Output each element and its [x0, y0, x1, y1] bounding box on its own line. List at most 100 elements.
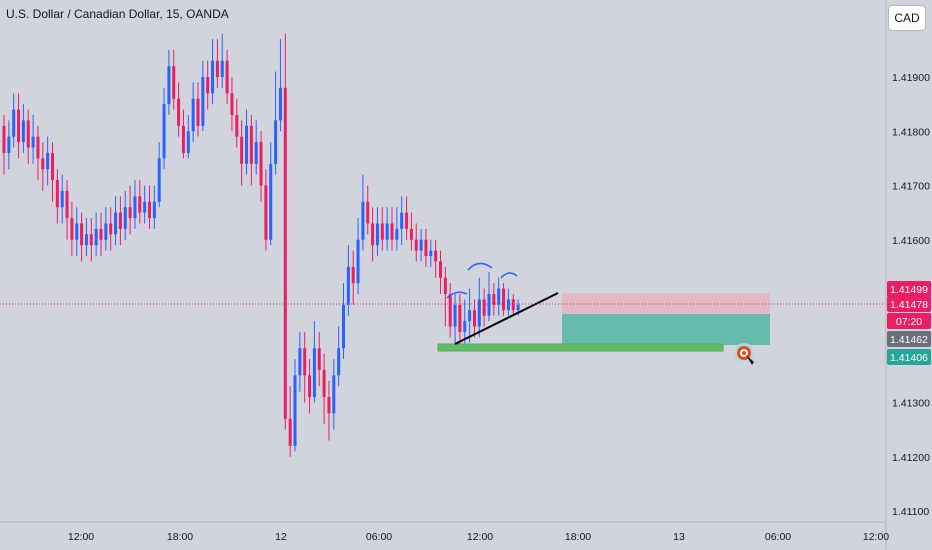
- candle: [118, 196, 122, 246]
- candle-body: [254, 142, 258, 164]
- candle: [303, 331, 307, 403]
- candle-body: [400, 212, 404, 229]
- candle: [172, 49, 176, 110]
- candle-body: [162, 104, 166, 159]
- candle: [414, 223, 418, 262]
- candle: [506, 288, 510, 316]
- candle-body: [434, 250, 438, 262]
- candle: [424, 228, 428, 267]
- candle: [463, 299, 467, 349]
- candle-body: [245, 125, 248, 164]
- support-zone[interactable]: [437, 343, 724, 352]
- candle-body: [215, 60, 219, 77]
- candle-body: [511, 299, 515, 311]
- candle-body: [502, 288, 506, 311]
- stop-price-badge-text: 1.41499: [890, 284, 928, 296]
- candle-body: [17, 109, 21, 143]
- candle-body: [317, 348, 321, 370]
- candle: [2, 114, 6, 175]
- candle-body: [458, 304, 462, 332]
- candle: [51, 142, 54, 202]
- candle: [191, 82, 195, 143]
- candle-body: [114, 212, 118, 235]
- candle-body: [51, 152, 54, 181]
- left-shoulder-arc[interactable]: [446, 291, 468, 299]
- countdown-badge: 07:20: [887, 313, 931, 329]
- candle-body: [380, 223, 384, 240]
- candle-body: [385, 223, 389, 240]
- time-tick-label: 18:00: [167, 531, 193, 543]
- candle: [12, 93, 16, 148]
- candle-body: [414, 239, 418, 251]
- candle-body: [138, 196, 142, 213]
- candle-body: [429, 250, 433, 257]
- candle-body: [492, 294, 496, 305]
- candle: [143, 185, 147, 224]
- candle: [60, 174, 64, 224]
- candle: [235, 98, 239, 148]
- right-shoulder-arc[interactable]: [500, 272, 518, 279]
- candle-body: [274, 120, 278, 164]
- chart-title: U.S. Dollar / Canadian Dollar, 15, OANDA: [6, 7, 229, 21]
- price-tick-label: 1.41300: [892, 398, 930, 410]
- target-icon[interactable]: [734, 343, 754, 365]
- candle-body: [371, 223, 375, 246]
- candle: [186, 114, 190, 159]
- candle: [138, 180, 142, 224]
- time-axis[interactable]: 12:00 18:00 12 06:00 12:00 18:00 13 06:00 12:00: [68, 531, 889, 543]
- candle-body: [148, 201, 151, 219]
- currency-button[interactable]: CAD: [888, 5, 926, 31]
- price-tick-label: 1.41700: [892, 181, 930, 193]
- candle: [371, 207, 375, 262]
- ascending-trendline[interactable]: [454, 292, 559, 345]
- head-arc[interactable]: [467, 262, 493, 271]
- candle-body: [89, 234, 93, 246]
- candle-body: [12, 109, 16, 137]
- candle-body: [487, 294, 491, 316]
- candle: [245, 109, 248, 175]
- candle: [472, 299, 476, 338]
- candle-body: [191, 98, 195, 132]
- candle: [123, 190, 127, 240]
- candle: [211, 39, 215, 105]
- candle: [356, 218, 360, 294]
- candle-body: [123, 207, 127, 229]
- candle-body: [84, 234, 88, 246]
- candle: [327, 380, 331, 441]
- candle-body: [342, 304, 345, 349]
- candle: [75, 207, 79, 257]
- entry-price-badge: 1.41462: [887, 331, 931, 347]
- candle: [492, 283, 496, 316]
- candle-body: [186, 131, 190, 153]
- candle-body: [206, 77, 210, 94]
- candle-body: [303, 348, 307, 376]
- price-axis[interactable]: 1.41900 1.41800 1.41700 1.41600 1.41300 1.412…: [892, 72, 930, 518]
- candle: [65, 180, 69, 240]
- candle: [259, 131, 263, 202]
- candle: [283, 33, 287, 430]
- candle-body: [409, 228, 413, 240]
- take-profit-zone[interactable]: [562, 314, 770, 345]
- candle-body: [293, 375, 297, 446]
- candle-body: [312, 348, 316, 398]
- candle-body: [439, 261, 442, 278]
- candle-body: [152, 201, 156, 219]
- candle: [342, 283, 345, 360]
- candle: [380, 207, 384, 251]
- candle: [458, 294, 462, 349]
- candle-body: [249, 125, 253, 164]
- candle-body: [181, 125, 185, 153]
- candle: [84, 218, 88, 257]
- candle: [409, 212, 413, 251]
- candle: [128, 185, 132, 235]
- candle: [26, 109, 30, 164]
- candle: [269, 142, 273, 246]
- candle: [104, 207, 108, 251]
- candle: [31, 114, 35, 164]
- candle: [468, 288, 472, 343]
- candle: [288, 386, 292, 457]
- candle-body: [497, 288, 501, 305]
- candle-body: [278, 87, 282, 121]
